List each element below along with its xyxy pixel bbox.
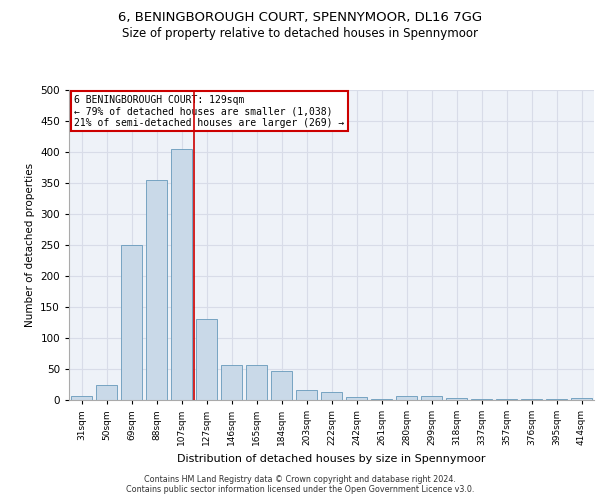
Text: 6 BENINGBOROUGH COURT: 129sqm
← 79% of detached houses are smaller (1,038)
21% o: 6 BENINGBOROUGH COURT: 129sqm ← 79% of d… (74, 94, 344, 128)
X-axis label: Distribution of detached houses by size in Spennymoor: Distribution of detached houses by size … (177, 454, 486, 464)
Text: Contains HM Land Registry data © Crown copyright and database right 2024.
Contai: Contains HM Land Registry data © Crown c… (126, 474, 474, 494)
Bar (521, 399, 542, 400)
Bar (371, 399, 392, 400)
Bar (96, 384, 117, 400)
Bar (246, 364, 267, 400)
Bar (446, 398, 467, 400)
Bar (171, 149, 192, 400)
Bar (121, 245, 142, 400)
Bar (346, 397, 367, 400)
Bar (421, 396, 442, 400)
Bar (571, 398, 592, 400)
Bar (396, 396, 417, 400)
Y-axis label: Number of detached properties: Number of detached properties (25, 163, 35, 327)
Bar (146, 180, 167, 400)
Bar (296, 390, 317, 400)
Bar (271, 371, 292, 400)
Bar (196, 320, 217, 400)
Text: 6, BENINGBOROUGH COURT, SPENNYMOOR, DL16 7GG: 6, BENINGBOROUGH COURT, SPENNYMOOR, DL16… (118, 12, 482, 24)
Text: Size of property relative to detached houses in Spennymoor: Size of property relative to detached ho… (122, 28, 478, 40)
Bar (471, 399, 492, 400)
Bar (221, 364, 242, 400)
Bar (71, 396, 92, 400)
Bar (321, 392, 342, 400)
